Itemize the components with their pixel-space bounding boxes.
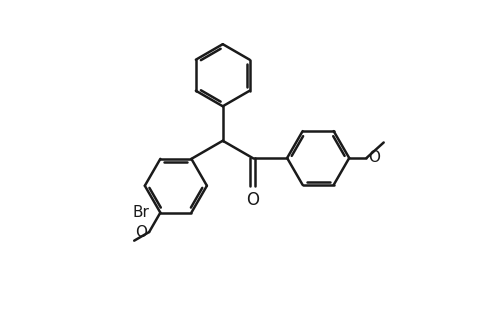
Text: O: O: [368, 150, 380, 166]
Text: Br: Br: [133, 205, 150, 220]
Text: O: O: [246, 191, 259, 209]
Text: O: O: [135, 225, 147, 240]
